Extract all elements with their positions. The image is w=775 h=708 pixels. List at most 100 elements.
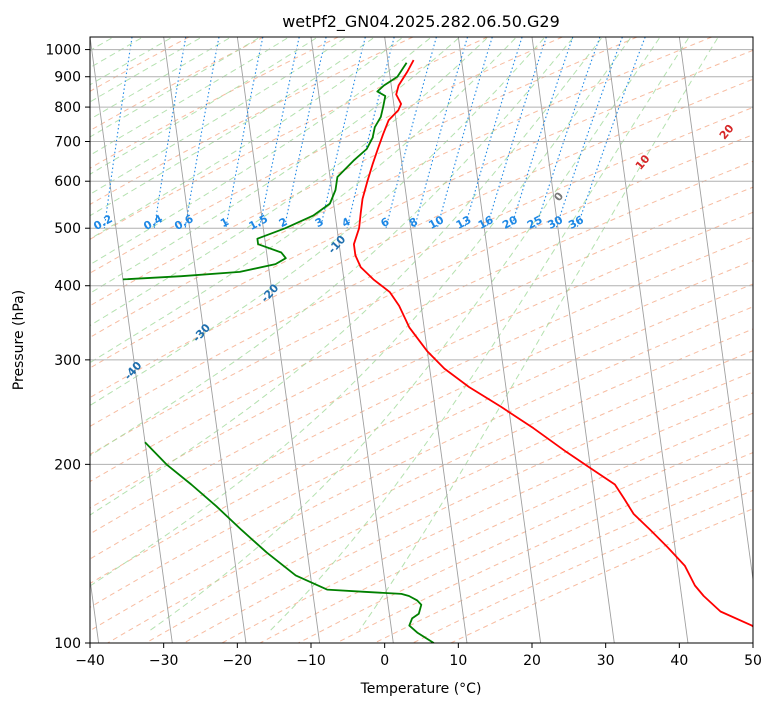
isotherm (605, 37, 689, 643)
mixing-ratio-line (319, 37, 366, 229)
isotherm (678, 37, 753, 583)
moist-adiabat (270, 37, 689, 631)
mixing-ratio-line (258, 37, 300, 229)
dry-adiabat (90, 49, 753, 369)
mixing-ratio-line (225, 37, 264, 229)
isotherm-label: -30 (190, 321, 213, 345)
y-tick-label: 100 (54, 636, 81, 652)
profile-line-1 (122, 62, 408, 281)
dry-adiabat (374, 471, 753, 643)
mixing-ratio-label: 20 (500, 213, 520, 232)
dry-adiabat (90, 37, 563, 274)
mixing-ratio-label: 0.2 (91, 212, 114, 233)
mixing-ratio-line (184, 37, 220, 229)
chart-title: wetPf2_GN04.2025.282.06.50.G29 (282, 12, 560, 32)
y-axis: 100 200 300 400 500 600 700 800 900 1000 (45, 43, 90, 652)
mixing-ratio-line (555, 37, 623, 229)
moist-adiabat-label: 10 (633, 152, 653, 172)
moist-adiabat (90, 37, 201, 103)
y-tick-label: 400 (54, 279, 81, 295)
x-tick-label: −10 (296, 653, 326, 669)
isotherm-label: -20 (258, 281, 281, 305)
mixing-ratio-line (436, 37, 493, 229)
mixing-ratio-label: 10 (426, 213, 446, 232)
mixing-ratio-line (58, 37, 82, 228)
profile-line-0 (353, 59, 753, 628)
dry-adiabat (259, 412, 753, 643)
isotherm (457, 37, 542, 643)
x-tick-label: −30 (149, 653, 179, 669)
mixing-ratio-line (153, 37, 187, 229)
isotherm-label: -40 (122, 359, 145, 383)
dry-adiabat (90, 37, 414, 205)
isotherm-label: -10 (325, 233, 348, 257)
moist-adiabat (90, 37, 488, 327)
isotherm (163, 37, 247, 643)
isotherm (752, 37, 753, 41)
dry-adiabat (107, 328, 753, 643)
mixing-ratio-label: 36 (566, 213, 586, 232)
x-tick-label: −20 (223, 653, 253, 669)
series-layer (122, 59, 753, 643)
moist-adiabat (90, 37, 602, 516)
dry-adiabat (90, 186, 753, 509)
mixing-ratio-label: 0.6 (172, 212, 196, 233)
dry-adiabat (90, 306, 753, 632)
mixing-ratio-line (464, 37, 523, 229)
mixing-ratio-line (346, 37, 395, 229)
y-tick-label: 300 (54, 353, 81, 369)
dry-adiabat (298, 432, 753, 643)
background-lines (58, 37, 753, 643)
isotherm-label: -60 (0, 444, 9, 468)
x-tick-label: 20 (523, 653, 541, 669)
dry-adiabat (90, 134, 753, 456)
plot-frame (89, 36, 754, 644)
isotherm-label: -50 (54, 403, 77, 427)
dry-adiabat (90, 160, 753, 483)
mixing-ratio-label: 13 (454, 213, 474, 232)
x-tick-label: 0 (380, 653, 389, 669)
dry-adiabat (336, 452, 753, 643)
moist-adiabat (358, 37, 718, 631)
x-tick-label: 50 (744, 653, 762, 669)
dry-adiabat (90, 236, 753, 560)
y-tick-label: 500 (54, 221, 81, 237)
x-axis: −40 −30 −20 −10 0 10 20 30 40 50 (75, 643, 762, 669)
x-tick-label: −40 (75, 653, 105, 669)
mixing-ratio-line (385, 37, 437, 229)
moist-adiabat (90, 37, 288, 156)
isotherm (90, 37, 173, 643)
isotherm (384, 37, 468, 643)
dry-adiabat (90, 78, 753, 399)
y-tick-label: 600 (54, 174, 81, 190)
grid (90, 49, 753, 644)
dry-adiabat (90, 260, 753, 585)
moist-adiabat (90, 37, 230, 120)
moist-adiabat (149, 37, 660, 631)
dry-adiabat (90, 37, 712, 338)
moist-adiabat (90, 37, 573, 457)
x-axis-label: Temperature (°C) (360, 681, 482, 697)
mixing-ratio-line (283, 37, 327, 229)
moist-adiabat (90, 37, 516, 364)
dry-adiabat (90, 106, 753, 427)
dry-adiabat (90, 37, 488, 240)
profile-line-2 (144, 441, 435, 643)
mixing-ratio-line (486, 37, 547, 229)
y-tick-label: 800 (54, 100, 81, 116)
mixing-ratio-line (413, 37, 469, 229)
dry-adiabat (90, 37, 339, 169)
mixing-ratio-line (535, 37, 601, 229)
mixing-ratio-label: 0.4 (141, 212, 165, 233)
x-tick-label: 10 (449, 653, 467, 669)
isotherm (310, 37, 394, 643)
moist-adiabat (90, 37, 259, 138)
dry-adiabat (90, 37, 264, 132)
isotherm (236, 37, 321, 643)
isotherm (90, 576, 100, 643)
moist-adiabat (90, 37, 317, 175)
dry-adiabat (183, 371, 753, 643)
y-tick-label: 200 (54, 457, 81, 473)
x-tick-label: 30 (597, 653, 615, 669)
y-tick-label: 700 (54, 134, 81, 150)
